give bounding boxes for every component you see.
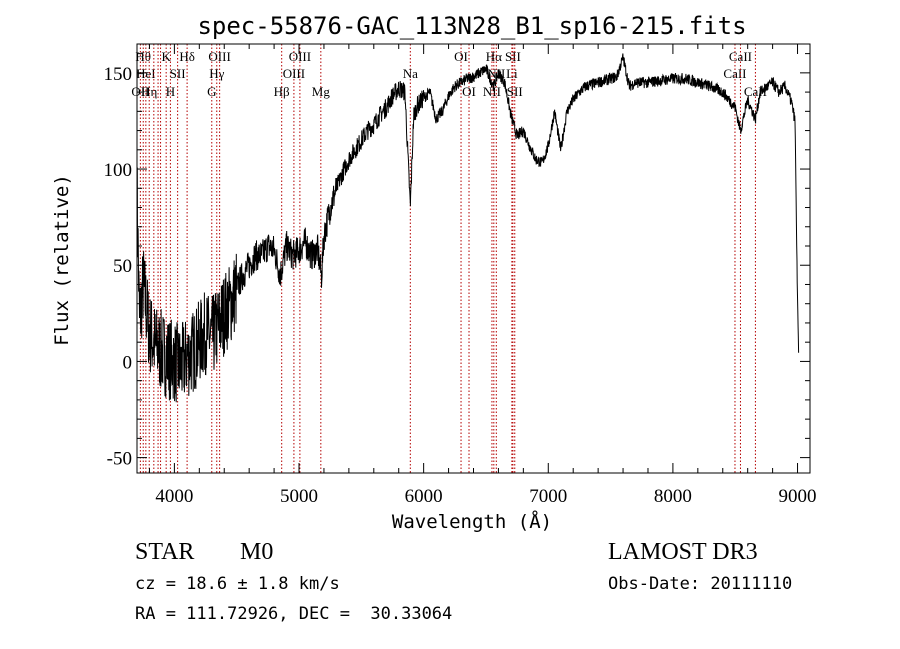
line-label-11: G xyxy=(207,84,216,99)
line-label-16: OIII xyxy=(289,49,311,64)
x-tick-label-9000: 9000 xyxy=(779,486,817,507)
line-label-9: SII xyxy=(170,66,186,81)
object-subclass: M0 xyxy=(240,539,274,565)
line-label-22: Hα xyxy=(486,49,502,64)
line-label-19: OI xyxy=(454,49,468,64)
survey-name: LAMOST DR3 xyxy=(608,539,758,565)
y-tick-label-0: 0 xyxy=(123,352,133,373)
x-tick-label-8000: 8000 xyxy=(654,486,692,507)
line-label-0: OII xyxy=(131,84,149,99)
line-label-7: K xyxy=(161,49,171,64)
line-label-15: OIII xyxy=(283,66,305,81)
series-flux xyxy=(136,53,800,403)
line-label-20: OI xyxy=(462,84,476,99)
tick-labels: 4000 5000 6000 7000 8000 9000 -50 0 50 100 150 xyxy=(104,64,817,507)
line-label-14: Hβ xyxy=(274,84,290,99)
line-label-2: HeI xyxy=(136,66,156,81)
line-label-17: Mg xyxy=(312,84,331,99)
x-axis-label: Wavelength (Å) xyxy=(392,510,552,533)
line-label-27: CaII xyxy=(723,66,746,81)
x-tick-label-6000: 6000 xyxy=(405,486,443,507)
y-tick-label-150: 150 xyxy=(104,64,133,85)
spectral-lines: OII Hθ HeI Hη K H SII Hδ G Hγ OIII Hβ OIII OIII Mg Na OI… xyxy=(131,44,767,473)
x-tick-label-5000: 5000 xyxy=(280,486,318,507)
line-label-28: CaII xyxy=(729,49,752,64)
flux-trace xyxy=(136,53,800,403)
x-tick-label-4000: 4000 xyxy=(155,486,193,507)
coordinates-text: RA = 111.72926, DEC = 30.33064 xyxy=(135,604,453,624)
line-label-8: H xyxy=(166,84,175,99)
y-tick-label-100: 100 xyxy=(104,160,133,181)
line-label-1: Hθ xyxy=(135,49,151,64)
line-label-24: Li xyxy=(506,66,518,81)
object-class: STAR xyxy=(135,539,195,565)
y-axis-label: Flux (relative) xyxy=(51,174,73,346)
obs-date: Obs-Date: 20111110 xyxy=(608,574,793,594)
line-label-13: OIII xyxy=(208,49,230,64)
line-label-10: Hδ xyxy=(179,49,195,64)
x-tick-label-7000: 7000 xyxy=(529,486,567,507)
line-label-25: SII xyxy=(505,49,521,64)
redshift-text: cz = 18.6 ± 1.8 km/s xyxy=(135,574,340,594)
line-label-26: SII xyxy=(507,84,523,99)
line-label-12: Hγ xyxy=(209,66,224,81)
plot-frame xyxy=(136,43,811,474)
line-label-18: Na xyxy=(403,66,418,81)
line-label-21: NII xyxy=(483,84,501,99)
y-tick-label--50: -50 xyxy=(107,449,132,470)
plot-axes xyxy=(136,43,811,474)
line-label-3: Hη xyxy=(141,84,157,99)
y-tick-label-50: 50 xyxy=(113,256,132,277)
chart-title: spec-55876-GAC_113N28_B1_sp16-215.fits xyxy=(197,12,746,40)
